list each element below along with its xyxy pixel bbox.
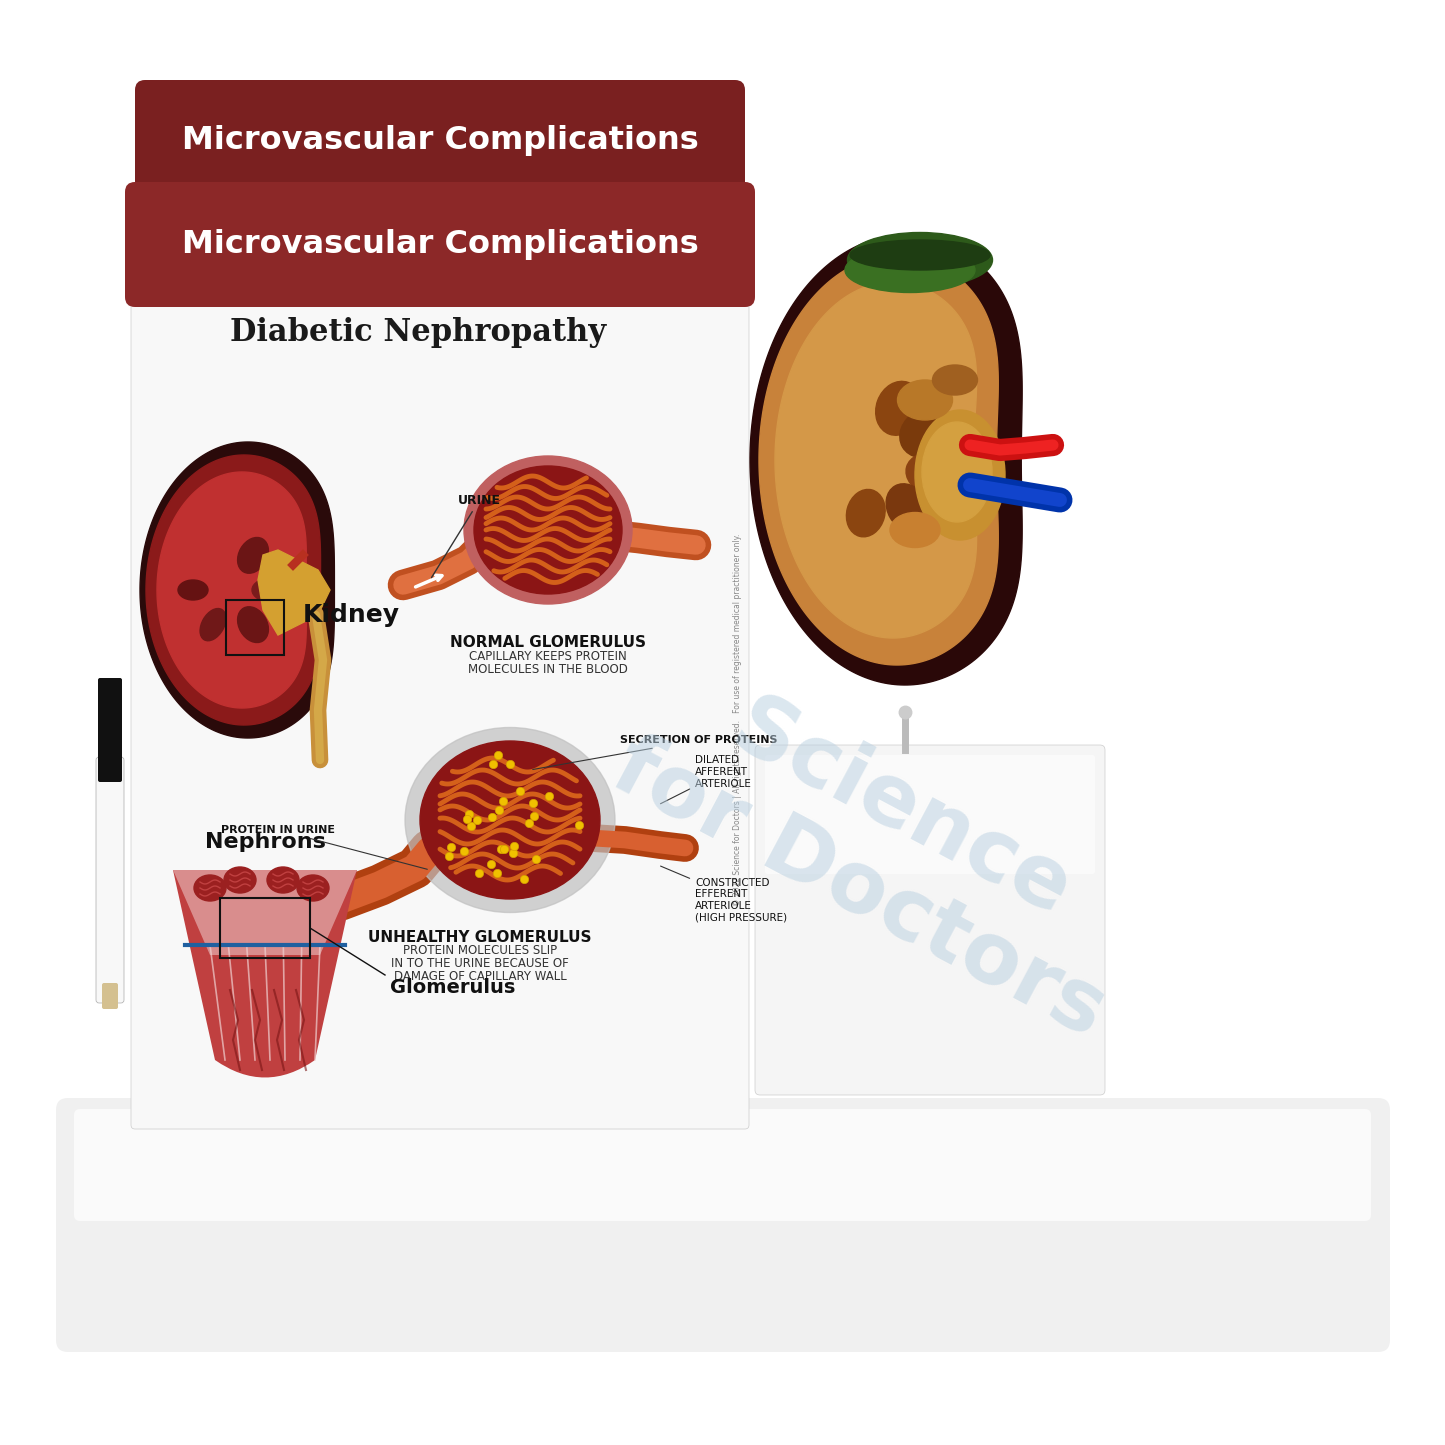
Ellipse shape (922, 422, 993, 522)
Ellipse shape (906, 452, 961, 496)
Polygon shape (259, 551, 329, 634)
Ellipse shape (194, 876, 225, 902)
Ellipse shape (845, 247, 975, 292)
Polygon shape (775, 282, 977, 639)
Text: DAMAGE OF CAPILLARY WALL: DAMAGE OF CAPILLARY WALL (393, 970, 566, 983)
FancyBboxPatch shape (131, 290, 749, 1129)
Text: Nephrons: Nephrons (205, 832, 325, 853)
Ellipse shape (474, 465, 621, 594)
Ellipse shape (886, 484, 929, 532)
Polygon shape (158, 473, 306, 708)
Bar (225, 600, 285, 655)
Ellipse shape (199, 608, 225, 640)
Ellipse shape (267, 867, 299, 893)
Text: NORMAL GLOMERULUS: NORMAL GLOMERULUS (449, 634, 646, 650)
Bar (220, 897, 311, 958)
FancyBboxPatch shape (95, 757, 124, 1003)
Ellipse shape (897, 380, 952, 420)
Text: URINE: URINE (432, 494, 501, 578)
Ellipse shape (915, 410, 1006, 540)
Text: UNHEALTHY GLOMERULUS: UNHEALTHY GLOMERULUS (368, 931, 592, 945)
Text: CAPILLARY KEEPS PROTEIN: CAPILLARY KEEPS PROTEIN (470, 650, 627, 663)
PathPatch shape (173, 870, 357, 1078)
Text: Kidney: Kidney (303, 603, 400, 627)
Ellipse shape (932, 366, 977, 394)
Text: PROTEIN IN URINE: PROTEIN IN URINE (221, 825, 428, 870)
Ellipse shape (224, 867, 256, 893)
FancyBboxPatch shape (764, 754, 1095, 874)
Ellipse shape (237, 607, 269, 643)
Ellipse shape (178, 579, 208, 600)
Ellipse shape (850, 240, 990, 270)
Ellipse shape (420, 741, 600, 899)
FancyBboxPatch shape (126, 182, 754, 306)
Ellipse shape (405, 727, 616, 912)
Ellipse shape (900, 407, 955, 458)
Ellipse shape (890, 513, 941, 548)
Polygon shape (750, 236, 1022, 685)
FancyBboxPatch shape (56, 1098, 1390, 1353)
Text: PROTEIN MOLECULES SLIP: PROTEIN MOLECULES SLIP (403, 944, 558, 957)
FancyBboxPatch shape (103, 983, 118, 1009)
Polygon shape (140, 442, 334, 738)
Text: MOLECULES IN THE BLOOD: MOLECULES IN THE BLOOD (468, 663, 629, 676)
Ellipse shape (298, 876, 329, 902)
FancyBboxPatch shape (754, 746, 1105, 1095)
Ellipse shape (876, 381, 922, 435)
Polygon shape (759, 254, 998, 665)
Ellipse shape (237, 538, 269, 574)
Text: Glomerulus: Glomerulus (390, 978, 516, 997)
FancyBboxPatch shape (74, 1108, 1371, 1221)
Text: Diabetic Nephropathy: Diabetic Nephropathy (230, 318, 605, 348)
Ellipse shape (847, 490, 886, 538)
Ellipse shape (251, 578, 293, 603)
PathPatch shape (173, 870, 357, 955)
Polygon shape (146, 455, 321, 725)
Ellipse shape (464, 457, 631, 604)
Text: DILATED
AFFERENT
ARTERIOLE: DILATED AFFERENT ARTERIOLE (660, 756, 751, 803)
Text: © 2022 Science for Doctors | All rights reserved.   For use of registered medica: © 2022 Science for Doctors | All rights … (734, 533, 743, 906)
FancyBboxPatch shape (134, 79, 746, 202)
FancyBboxPatch shape (98, 678, 121, 782)
Text: Microvascular Complications: Microvascular Complications (182, 228, 698, 260)
Ellipse shape (848, 233, 993, 288)
Text: SECRETION OF PROTEINS: SECRETION OF PROTEINS (533, 736, 777, 770)
Text: Microvascular Complications: Microvascular Complications (182, 126, 698, 156)
Text: CONSTRICTED
EFFERENT
ARTERIOLE
(HIGH PRESSURE): CONSTRICTED EFFERENT ARTERIOLE (HIGH PRE… (660, 866, 788, 922)
Text: Science
for Doctors: Science for Doctors (598, 646, 1162, 1055)
Text: IN TO THE URINE BECAUSE OF: IN TO THE URINE BECAUSE OF (392, 957, 569, 970)
